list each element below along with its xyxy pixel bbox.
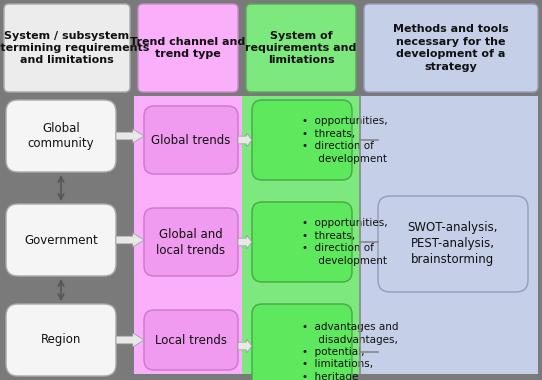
FancyBboxPatch shape bbox=[252, 304, 352, 380]
FancyBboxPatch shape bbox=[4, 4, 130, 92]
FancyBboxPatch shape bbox=[144, 208, 238, 276]
Text: Global
community: Global community bbox=[28, 122, 94, 150]
Text: •  opportunities,
•  threats,
•  direction of
     development: • opportunities, • threats, • direction … bbox=[302, 116, 388, 164]
Polygon shape bbox=[116, 333, 144, 347]
Text: Local trends: Local trends bbox=[155, 334, 227, 347]
Text: •  opportunities,
•  threats,
•  direction of
     development: • opportunities, • threats, • direction … bbox=[302, 218, 388, 266]
FancyBboxPatch shape bbox=[6, 100, 116, 172]
Text: System / subsystem
determining requirements
and limitations: System / subsystem determining requireme… bbox=[0, 31, 149, 65]
Text: Methods and tools
necessary for the
development of a
strategy: Methods and tools necessary for the deve… bbox=[393, 24, 509, 71]
Text: Region: Region bbox=[41, 334, 81, 347]
Polygon shape bbox=[238, 235, 252, 249]
FancyBboxPatch shape bbox=[144, 310, 238, 370]
Text: Trend channel and
trend type: Trend channel and trend type bbox=[131, 37, 246, 59]
FancyBboxPatch shape bbox=[364, 4, 538, 92]
Text: System of
requirements and
limitations: System of requirements and limitations bbox=[246, 31, 357, 65]
FancyBboxPatch shape bbox=[6, 204, 116, 276]
Text: •  advantages and
     disadvantages,
•  potential,
•  limitations,
•  heritage: • advantages and disadvantages, • potent… bbox=[302, 322, 398, 380]
Text: Global trends: Global trends bbox=[151, 133, 231, 147]
FancyBboxPatch shape bbox=[252, 202, 352, 282]
Polygon shape bbox=[238, 339, 252, 353]
Polygon shape bbox=[116, 233, 144, 247]
FancyBboxPatch shape bbox=[252, 100, 352, 180]
Bar bbox=[134, 96, 242, 374]
Text: Government: Government bbox=[24, 233, 98, 247]
Text: Global and
local trends: Global and local trends bbox=[157, 228, 225, 256]
Polygon shape bbox=[238, 133, 252, 147]
FancyBboxPatch shape bbox=[138, 4, 238, 92]
Text: SWOT-analysis,
PEST-analysis,
brainstorming: SWOT-analysis, PEST-analysis, brainstorm… bbox=[408, 222, 498, 266]
FancyBboxPatch shape bbox=[144, 106, 238, 174]
Bar bbox=[242, 96, 360, 374]
FancyBboxPatch shape bbox=[6, 304, 116, 376]
FancyBboxPatch shape bbox=[378, 196, 528, 292]
Polygon shape bbox=[116, 129, 144, 143]
FancyBboxPatch shape bbox=[246, 4, 356, 92]
Bar bbox=[360, 96, 538, 374]
